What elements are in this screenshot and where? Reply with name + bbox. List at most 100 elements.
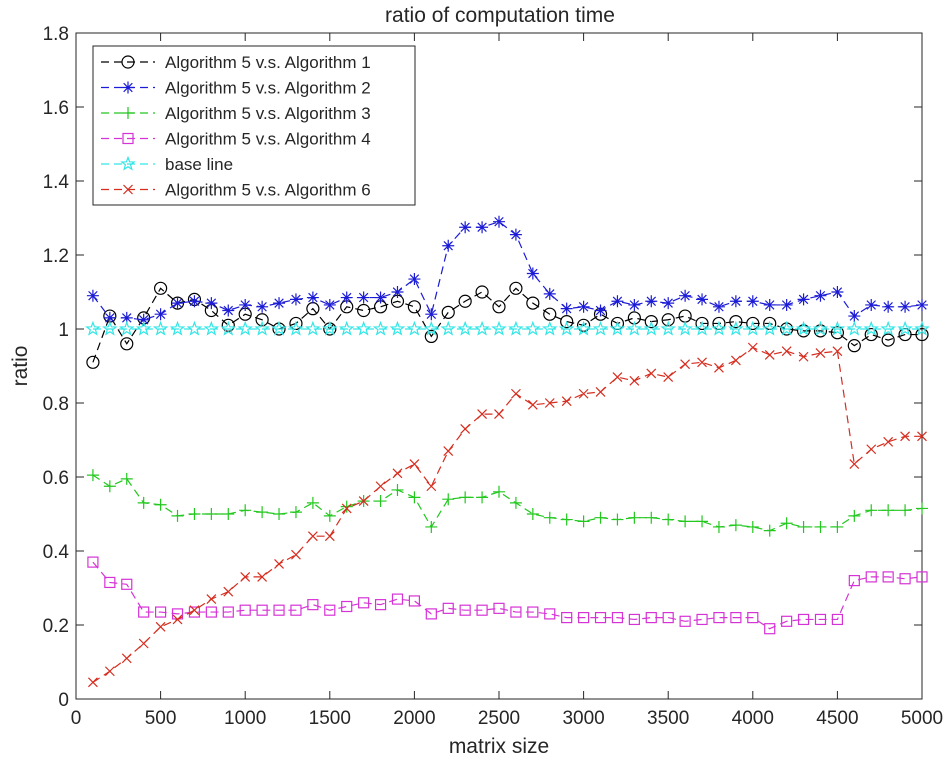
data-point [205, 297, 218, 310]
data-point [407, 300, 421, 314]
data-point [288, 320, 304, 336]
data-point [104, 576, 116, 589]
data-point [477, 409, 488, 420]
data-point [424, 329, 438, 343]
legend-item: Algorithm 5 v.s. Algorithm 4 [101, 130, 371, 149]
data-point [307, 599, 319, 611]
data-point [812, 320, 829, 336]
data-point [273, 297, 286, 310]
data-point [916, 571, 928, 583]
data-point [795, 320, 812, 336]
data-point [324, 604, 336, 616]
x-tick-label: 3500 [647, 708, 689, 729]
data-point [460, 423, 471, 434]
data-point [577, 300, 590, 313]
data-point [696, 293, 709, 306]
data-point [188, 606, 201, 618]
data-point [102, 320, 118, 336]
data-point [305, 320, 321, 336]
data-point [256, 300, 269, 313]
data-point [900, 431, 911, 442]
data-point [863, 320, 880, 336]
data-point [544, 398, 555, 408]
data-point [628, 298, 641, 311]
data-point [848, 310, 861, 323]
data-point [169, 320, 186, 336]
data-point [476, 221, 489, 234]
data-point [611, 295, 624, 308]
data-point [916, 502, 928, 515]
data-point [611, 611, 624, 624]
data-point [679, 289, 692, 302]
x-tick-label: 5000 [901, 708, 943, 729]
data-point [155, 621, 166, 632]
data-point [865, 571, 877, 583]
data-point [645, 511, 658, 524]
data-point [223, 586, 234, 597]
data-point [645, 295, 658, 308]
data-point [425, 308, 438, 321]
data-point [121, 653, 132, 664]
data-point [578, 388, 589, 399]
data-point [643, 320, 660, 336]
legend-item: Algorithm 5 v.s. Algorithm 1 [101, 53, 371, 72]
data-point [493, 485, 505, 498]
data-point [899, 504, 912, 517]
data-point [714, 362, 724, 373]
data-point [358, 496, 369, 506]
data-point [846, 320, 863, 336]
data-point [372, 320, 389, 336]
data-point [122, 107, 134, 119]
data-point [883, 436, 894, 447]
data-point [458, 294, 472, 308]
data-point [814, 289, 827, 302]
data-point [120, 155, 136, 171]
data-point [730, 355, 741, 366]
data-point [375, 481, 386, 492]
data-point [592, 320, 609, 336]
data-point [848, 574, 860, 587]
data-point [781, 615, 793, 627]
data-point [137, 313, 150, 326]
data-point [527, 399, 538, 410]
data-point [374, 495, 387, 508]
data-point [780, 517, 793, 530]
data-point [626, 320, 643, 336]
data-point [778, 320, 795, 336]
data-point [882, 504, 895, 517]
data-point [831, 520, 844, 533]
series-line [92, 287, 922, 363]
data-point [205, 508, 218, 520]
data-point [594, 304, 607, 317]
data-point [865, 504, 878, 517]
data-point [510, 606, 522, 618]
series-line [92, 346, 922, 683]
data-point [527, 606, 539, 618]
data-point [154, 281, 168, 295]
data-point [289, 293, 302, 306]
data-point [880, 320, 896, 336]
data-point [830, 326, 845, 340]
data-point [87, 556, 99, 568]
data-point [189, 605, 200, 616]
data-point [711, 320, 727, 336]
data-point [491, 320, 507, 336]
data-point [899, 300, 912, 313]
x-tick-label: 0 [71, 708, 82, 729]
data-point [662, 611, 674, 624]
data-point [526, 267, 539, 280]
data-point [459, 604, 471, 616]
data-point [120, 311, 133, 324]
data-point [645, 611, 657, 624]
data-point [561, 396, 572, 407]
data-point [764, 623, 776, 635]
data-point [611, 513, 624, 526]
x-tick-label: 1500 [309, 708, 351, 729]
data-point [257, 571, 268, 582]
data-point [152, 320, 169, 336]
data-point [560, 302, 573, 315]
data-point [425, 608, 437, 620]
data-point [644, 315, 658, 329]
data-point [406, 320, 423, 336]
series-1 [86, 281, 929, 369]
